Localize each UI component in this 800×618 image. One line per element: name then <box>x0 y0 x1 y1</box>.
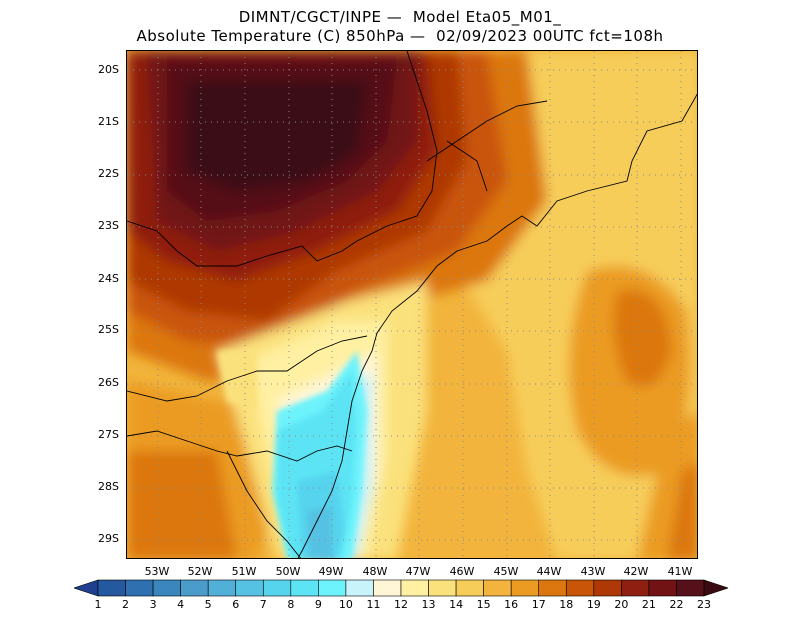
lon-label: 52W <box>187 565 213 578</box>
temperature-shading <box>127 51 697 558</box>
colorbar-label: 19 <box>586 598 601 611</box>
colorbar-label: 6 <box>232 598 240 611</box>
colorbar-label: 2 <box>122 598 130 611</box>
coastline-and-borders <box>127 51 697 558</box>
colorbar-label: 14 <box>449 598 464 611</box>
colorbar-swatch <box>290 579 319 597</box>
colorbar-label: 18 <box>559 598 574 611</box>
colorbar-label: 17 <box>531 598 546 611</box>
colorbar <box>74 579 728 597</box>
colorbar-label: 21 <box>641 598 656 611</box>
colorbar-label: 5 <box>204 598 212 611</box>
colorbar-arrow-low <box>74 579 99 597</box>
lon-label: 45W <box>493 565 519 578</box>
lon-label: 43W <box>580 565 606 578</box>
colorbar-swatch <box>262 579 292 597</box>
colorbar-swatch <box>373 579 402 597</box>
colorbar-label: 12 <box>394 598 408 611</box>
colorbar-label: 23 <box>697 598 711 611</box>
colorbar-swatch <box>125 579 154 597</box>
colorbar-swatch <box>235 579 264 597</box>
colorbar-swatch <box>648 579 677 597</box>
colorbar-swatch <box>345 579 374 597</box>
colorbar-label: 4 <box>177 598 185 611</box>
cold-core-shading <box>217 351 367 558</box>
colorbar-swatch <box>483 579 512 597</box>
colorbar-swatch <box>593 579 622 597</box>
colorbar-swatch <box>455 579 484 597</box>
state-border-north <box>127 51 438 267</box>
lon-label: 51W <box>231 565 257 578</box>
temperature-field <box>127 51 697 558</box>
colorbar-label: 20 <box>614 598 629 611</box>
colorbar-swatch <box>621 579 650 597</box>
colorbar-swatch <box>207 579 237 597</box>
colorbar-swatch <box>152 579 181 597</box>
colorbar-label: 13 <box>421 598 436 611</box>
colorbar-swatch <box>318 579 347 597</box>
colorbar-swatch <box>428 579 457 597</box>
colorbar-label: 11 <box>366 598 381 611</box>
lat-label: 25S <box>98 323 119 336</box>
lat-label: 26S <box>98 376 119 389</box>
lat-label: 28S <box>98 480 119 493</box>
map-title-line-1: DIMNT/CGCT/INPE — Model Eta05_M01_ <box>238 8 562 26</box>
inner-border <box>446 140 488 192</box>
lon-label: 49W <box>318 565 344 578</box>
lon-label: 42W <box>623 565 649 578</box>
colorbar-label: 8 <box>287 598 295 611</box>
map-title-line-2: Absolute Temperature (C) 850hPa — 02/09/… <box>136 27 664 45</box>
lon-label: 41W <box>667 565 693 578</box>
lon-label: 50W <box>275 565 301 578</box>
lat-label: 23S <box>98 219 119 232</box>
lat-lon-grid <box>127 51 697 558</box>
colorbar-label: 9 <box>314 598 322 611</box>
lat-label: 24S <box>98 272 119 285</box>
colorbar-swatch <box>510 579 540 597</box>
colorbar-label: 7 <box>259 598 267 611</box>
colorbar-label: 1 <box>94 598 102 611</box>
national-border <box>226 450 301 558</box>
lon-label: 48W <box>362 565 388 578</box>
colorbar-arrow-high <box>703 579 728 597</box>
coastline <box>297 93 697 558</box>
lat-label: 29S <box>98 532 119 545</box>
lon-label: 47W <box>405 565 431 578</box>
colorbar-swatch <box>676 579 705 597</box>
temperature-map[interactable] <box>126 50 698 559</box>
colorbar-label: 15 <box>476 598 491 611</box>
colorbar-label: 3 <box>149 598 157 611</box>
colorbar-label: 22 <box>669 598 684 611</box>
river-border <box>426 100 548 162</box>
colorbar-label: 10 <box>338 598 353 611</box>
lon-label: 46W <box>449 565 475 578</box>
lat-label: 27S <box>98 428 119 441</box>
colorbar-swatch <box>538 579 567 597</box>
lat-label: 21S <box>98 115 119 128</box>
lon-label: 44W <box>536 565 562 578</box>
lat-label: 20S <box>98 63 119 76</box>
colorbar-swatch <box>400 579 429 597</box>
state-border-middle <box>127 335 368 402</box>
state-border-south <box>127 430 353 462</box>
lon-label: 53W <box>144 565 170 578</box>
lat-label: 22S <box>98 167 119 180</box>
colorbar-swatch <box>180 579 209 597</box>
colorbar-label: 16 <box>504 598 519 611</box>
colorbar-swatch <box>565 579 595 597</box>
colorbar-swatch <box>97 579 126 597</box>
